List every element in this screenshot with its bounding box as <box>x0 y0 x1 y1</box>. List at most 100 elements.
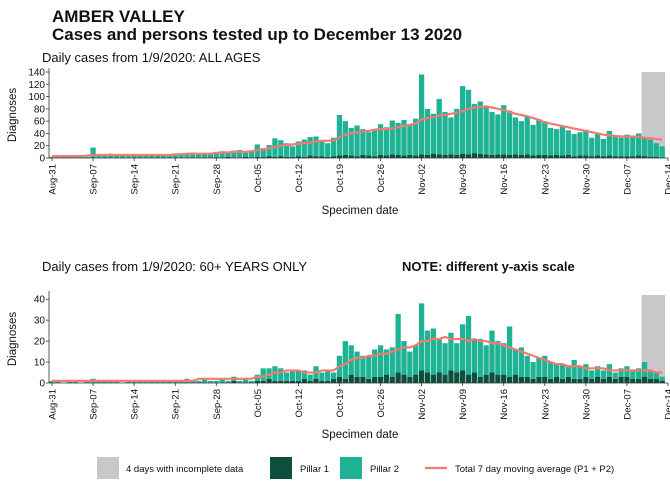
bar <box>219 378 225 383</box>
bar <box>160 155 167 158</box>
x-tick-label: Nov-16 <box>499 164 510 195</box>
bar <box>524 116 530 155</box>
bar <box>600 370 607 379</box>
bar <box>90 147 96 158</box>
bar <box>266 156 272 158</box>
bar <box>342 154 348 158</box>
bar <box>636 378 642 383</box>
bar <box>342 341 348 379</box>
bar <box>307 155 313 158</box>
bar <box>583 155 589 158</box>
bar <box>565 366 571 377</box>
bar <box>612 372 618 379</box>
legend-label: Pillar 2 <box>370 464 399 475</box>
bar <box>553 129 560 155</box>
bar <box>119 155 126 158</box>
bar <box>231 380 237 383</box>
bar <box>436 372 442 383</box>
bar <box>278 380 284 383</box>
bar <box>377 376 384 383</box>
bar <box>301 370 307 379</box>
bar <box>436 99 442 155</box>
bar <box>172 153 178 158</box>
x-tick-label: Nov-09 <box>458 389 469 420</box>
y-tick-label: 10 <box>34 358 46 369</box>
bar <box>295 380 302 383</box>
bar <box>407 154 413 158</box>
bar <box>389 347 395 377</box>
bar <box>383 127 390 156</box>
bar <box>289 370 296 381</box>
bar <box>401 119 407 156</box>
chart-subtitle: Daily cases from 1/9/2020: ALL AGES <box>42 50 261 65</box>
bar <box>96 155 102 158</box>
bar <box>577 378 583 383</box>
bar <box>489 372 495 383</box>
bar <box>418 74 425 155</box>
y-axis-label: Diagnoses <box>7 312 19 367</box>
x-tick-label: Oct-19 <box>335 164 346 193</box>
bar <box>518 347 524 377</box>
bar <box>430 153 436 158</box>
bar <box>465 89 472 155</box>
bar <box>454 108 460 155</box>
y-tick-label: 20 <box>34 337 46 348</box>
bar <box>442 111 448 155</box>
bar <box>254 380 260 383</box>
bar <box>377 124 384 155</box>
legend-swatch <box>97 457 119 479</box>
y-tick-label: 40 <box>34 129 46 140</box>
incomplete-shading <box>641 295 666 383</box>
bar <box>383 374 390 383</box>
bar <box>524 376 530 383</box>
bar <box>606 376 612 383</box>
bar <box>571 378 577 383</box>
bar <box>196 153 202 158</box>
bar <box>418 154 425 158</box>
note: NOTE: different y-axis scale <box>402 259 575 274</box>
x-tick-label: Nov-02 <box>417 164 428 195</box>
bar <box>565 154 571 158</box>
bar <box>489 330 495 373</box>
bar <box>512 154 519 158</box>
bar <box>653 372 659 379</box>
title: AMBER VALLEY <box>52 7 186 26</box>
bar <box>495 154 501 158</box>
x-tick-label: Aug-31 <box>48 164 59 195</box>
bar <box>512 117 519 155</box>
x-tick-label: Oct-19 <box>335 389 346 418</box>
bar <box>413 155 419 158</box>
bar <box>530 155 536 158</box>
bar <box>653 156 659 158</box>
bar <box>506 154 513 158</box>
bar <box>524 355 530 377</box>
bar <box>330 372 337 379</box>
bar <box>284 372 290 381</box>
bar <box>483 374 489 383</box>
bar <box>407 351 413 377</box>
x-tick-label: Dec-14 <box>664 389 670 420</box>
bar <box>600 138 607 157</box>
x-tick-label: Dec-07 <box>622 389 633 420</box>
bar <box>460 370 466 383</box>
y-tick-label: 120 <box>28 80 45 91</box>
bar <box>571 156 577 158</box>
bar <box>565 376 571 383</box>
x-tick-label: Aug-31 <box>48 389 59 420</box>
bar <box>278 368 284 381</box>
x-tick-label: Oct-26 <box>376 164 387 193</box>
bar <box>242 151 249 157</box>
bar <box>577 366 583 379</box>
bar <box>542 154 548 158</box>
bar <box>260 380 266 383</box>
bar <box>366 378 372 383</box>
x-tick-label: Sep-28 <box>212 164 223 195</box>
bar <box>213 380 219 383</box>
bar <box>483 106 489 155</box>
bar <box>225 156 231 158</box>
bar <box>571 359 577 379</box>
bar <box>295 156 302 158</box>
bar <box>301 378 307 383</box>
bar <box>377 345 384 377</box>
